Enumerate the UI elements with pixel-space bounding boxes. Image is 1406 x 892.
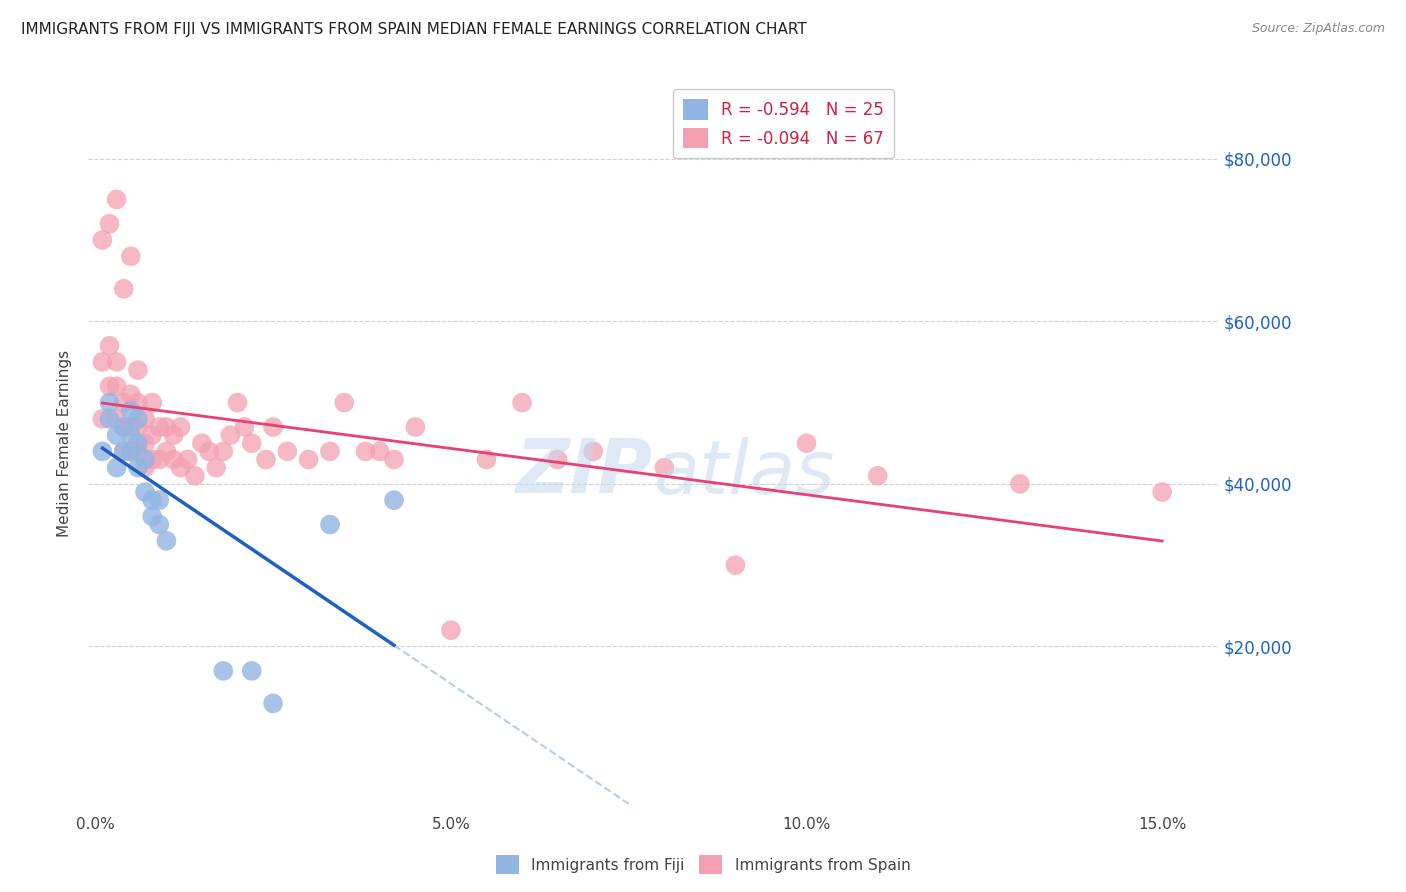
Point bbox=[212, 664, 235, 678]
Point bbox=[112, 420, 135, 434]
Point bbox=[120, 387, 142, 401]
Point bbox=[98, 339, 121, 353]
Point bbox=[127, 420, 149, 434]
Point bbox=[112, 282, 135, 296]
Point bbox=[120, 444, 142, 458]
Point bbox=[155, 444, 177, 458]
Point bbox=[120, 428, 142, 442]
Point bbox=[212, 444, 235, 458]
Point bbox=[105, 379, 128, 393]
Text: atlas: atlas bbox=[654, 436, 835, 508]
Point bbox=[1008, 476, 1031, 491]
Point bbox=[134, 436, 156, 450]
Point bbox=[319, 517, 342, 532]
Point bbox=[134, 452, 156, 467]
Point bbox=[127, 444, 149, 458]
Point bbox=[120, 420, 142, 434]
Point bbox=[866, 468, 889, 483]
Point bbox=[91, 412, 114, 426]
Point bbox=[319, 444, 342, 458]
Point bbox=[98, 412, 121, 426]
Point bbox=[105, 193, 128, 207]
Point bbox=[141, 493, 163, 508]
Point bbox=[298, 452, 321, 467]
Point bbox=[127, 412, 149, 426]
Text: ZIP: ZIP bbox=[516, 436, 654, 509]
Point bbox=[382, 452, 405, 467]
Point bbox=[134, 412, 156, 426]
Point bbox=[127, 460, 149, 475]
Point bbox=[162, 428, 184, 442]
Point bbox=[354, 444, 377, 458]
Point bbox=[134, 460, 156, 475]
Point bbox=[404, 420, 426, 434]
Point bbox=[254, 452, 277, 467]
Legend: R = -0.594   N = 25, R = -0.094   N = 67: R = -0.594 N = 25, R = -0.094 N = 67 bbox=[673, 89, 894, 159]
Point bbox=[155, 533, 177, 548]
Point bbox=[177, 452, 200, 467]
Point bbox=[262, 420, 284, 434]
Point bbox=[276, 444, 298, 458]
Point bbox=[169, 420, 191, 434]
Point bbox=[112, 444, 135, 458]
Point bbox=[240, 436, 263, 450]
Point bbox=[184, 468, 207, 483]
Point bbox=[333, 395, 356, 409]
Point bbox=[155, 420, 177, 434]
Point bbox=[262, 697, 284, 711]
Point bbox=[475, 452, 498, 467]
Point bbox=[148, 517, 170, 532]
Point bbox=[127, 436, 149, 450]
Point bbox=[105, 412, 128, 426]
Point bbox=[796, 436, 818, 450]
Point bbox=[652, 460, 675, 475]
Point bbox=[582, 444, 605, 458]
Point bbox=[1152, 485, 1174, 500]
Point bbox=[148, 452, 170, 467]
Point bbox=[141, 452, 163, 467]
Point bbox=[91, 444, 114, 458]
Point bbox=[724, 558, 747, 573]
Point bbox=[105, 355, 128, 369]
Point bbox=[105, 460, 128, 475]
Point bbox=[198, 444, 221, 458]
Y-axis label: Median Female Earnings: Median Female Earnings bbox=[58, 350, 72, 537]
Point bbox=[134, 485, 156, 500]
Point bbox=[98, 395, 121, 409]
Point bbox=[105, 428, 128, 442]
Point bbox=[120, 249, 142, 263]
Point bbox=[148, 420, 170, 434]
Point bbox=[91, 355, 114, 369]
Point bbox=[127, 363, 149, 377]
Text: IMMIGRANTS FROM FIJI VS IMMIGRANTS FROM SPAIN MEDIAN FEMALE EARNINGS CORRELATION: IMMIGRANTS FROM FIJI VS IMMIGRANTS FROM … bbox=[21, 22, 807, 37]
Point bbox=[226, 395, 249, 409]
Point bbox=[148, 493, 170, 508]
Point bbox=[120, 403, 142, 417]
Point bbox=[162, 452, 184, 467]
Point bbox=[141, 395, 163, 409]
Point bbox=[219, 428, 242, 442]
Point bbox=[169, 460, 191, 475]
Point bbox=[91, 233, 114, 247]
Point bbox=[98, 379, 121, 393]
Point bbox=[112, 444, 135, 458]
Point bbox=[112, 420, 135, 434]
Point bbox=[368, 444, 391, 458]
Point bbox=[191, 436, 214, 450]
Point bbox=[112, 395, 135, 409]
Point bbox=[127, 395, 149, 409]
Point bbox=[120, 444, 142, 458]
Text: Source: ZipAtlas.com: Source: ZipAtlas.com bbox=[1251, 22, 1385, 36]
Point bbox=[382, 493, 405, 508]
Point bbox=[141, 428, 163, 442]
Point bbox=[240, 664, 263, 678]
Point bbox=[141, 509, 163, 524]
Point bbox=[233, 420, 256, 434]
Point bbox=[98, 217, 121, 231]
Point bbox=[440, 624, 463, 638]
Legend: Immigrants from Fiji, Immigrants from Spain: Immigrants from Fiji, Immigrants from Sp… bbox=[489, 849, 917, 880]
Point bbox=[510, 395, 533, 409]
Point bbox=[547, 452, 569, 467]
Point bbox=[205, 460, 228, 475]
